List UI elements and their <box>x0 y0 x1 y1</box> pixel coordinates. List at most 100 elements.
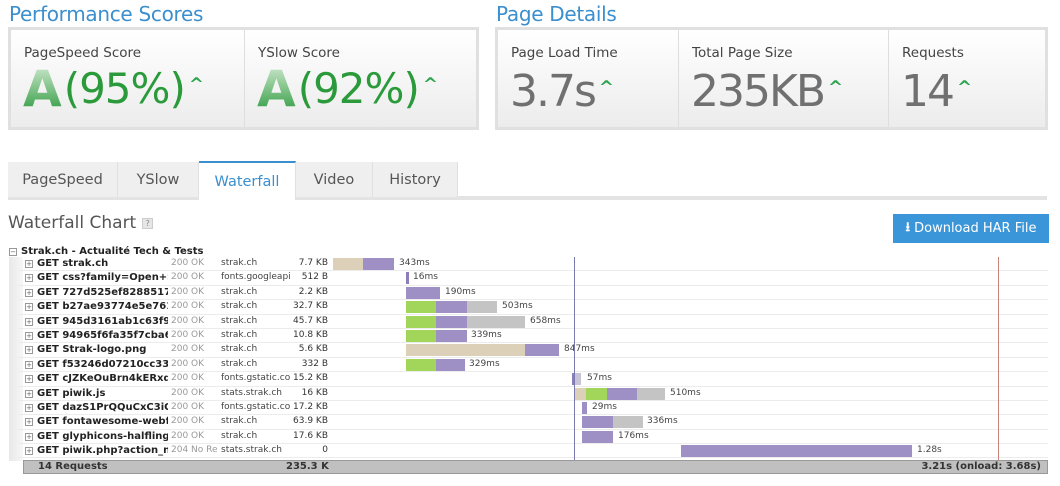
pagespeed-score-label: PageSpeed Score <box>24 45 142 61</box>
request-row[interactable]: + GET fontawesome-webfont 200 OK strak.c… <box>18 415 1048 430</box>
trend-up-icon: ^ <box>188 73 204 95</box>
tab-pagespeed[interactable]: PageSpeed <box>8 162 118 197</box>
pagespeed-percent: (95%) <box>63 64 186 113</box>
expand-icon[interactable]: + <box>25 432 33 441</box>
request-row[interactable]: + GET dazS1PrQQuCxC3iO 200 OK fonts.gsta… <box>18 401 1048 416</box>
request-row[interactable]: + GET piwik.js 200 OK stats.strak.ch 16 … <box>18 387 1048 401</box>
request-domain: strak.ch <box>221 416 258 427</box>
tab-waterfall[interactable]: Waterfall <box>199 161 296 200</box>
download-har-button[interactable]: ⭳ Download HAR File <box>893 214 1049 243</box>
request-row[interactable]: + GET glyphicons-halflings-r 200 OK stra… <box>18 430 1048 445</box>
requests-cell: Requests 14 ^ <box>889 30 1045 127</box>
expand-icon[interactable]: + <box>25 418 33 427</box>
request-status: 200 OK <box>171 286 205 297</box>
request-row[interactable]: + GET cJZKeOuBrn4kERxqt 200 OK fonts.gst… <box>18 372 1048 387</box>
request-size: 0 <box>322 445 328 456</box>
expand-icon[interactable]: + <box>25 303 33 312</box>
dom-loaded-line <box>574 257 575 460</box>
request-row[interactable]: + GET css?family=Open+Sans 200 OK fonts.… <box>18 271 1048 286</box>
expand-icon[interactable]: + <box>25 360 33 369</box>
request-domain: strak.ch <box>221 329 258 340</box>
pagespeed-score-cell: PageSpeed Score A (95%) ^ <box>11 30 245 127</box>
expand-icon[interactable]: + <box>25 274 33 283</box>
request-status: 200 OK <box>171 329 205 340</box>
help-icon[interactable]: ? <box>142 217 154 229</box>
request-domain: strak.ch <box>221 315 258 326</box>
request-domain: strak.ch <box>221 430 258 441</box>
collapse-icon[interactable]: − <box>9 247 17 256</box>
request-domain: fonts.googleapis <box>221 272 291 283</box>
request-row[interactable]: + GET strak.ch 200 OK strak.ch 7.7 KB 34… <box>18 257 1048 272</box>
timing-label: 329ms <box>469 358 500 369</box>
expand-icon[interactable]: + <box>25 260 33 268</box>
total-size: 235.3 K <box>286 461 329 472</box>
request-url: GET f53246d07210cc33 <box>37 358 168 370</box>
timing-label: 336ms <box>647 416 678 427</box>
report-tabs: PageSpeed YSlow Waterfall Video History <box>8 161 1047 200</box>
request-domain: strak.ch <box>221 344 258 355</box>
expand-icon[interactable]: + <box>25 331 33 340</box>
load-time-label: Page Load Time <box>511 45 618 61</box>
timing-label: 343ms <box>399 258 430 268</box>
requests-label: Requests <box>902 45 964 61</box>
request-row[interactable]: + GET 945d3161ab1c63f9 200 OK strak.ch 4… <box>18 315 1048 329</box>
yslow-grade: A <box>257 60 296 118</box>
request-status: 200 OK <box>171 373 205 384</box>
request-row[interactable]: + GET b27ae93774e5e761 200 OK strak.ch 3… <box>18 300 1048 315</box>
request-status: 200 OK <box>171 387 205 398</box>
request-row[interactable]: + GET 94965f6fa35f7cba6 200 OK strak.ch … <box>18 329 1048 344</box>
request-url: GET cJZKeOuBrn4kERxqt <box>37 373 168 385</box>
performance-scores-panel: PageSpeed Score A (95%) ^ YSlow Score A … <box>8 27 479 130</box>
request-status: 200 OK <box>171 358 205 369</box>
expand-icon[interactable]: + <box>25 375 33 384</box>
page-group-header[interactable]: − Strak.ch - Actualité Tech & Tests <box>9 246 203 257</box>
request-domain: strak.ch <box>221 301 258 312</box>
timing-label: 847ms <box>564 344 595 355</box>
expand-icon[interactable]: + <box>25 447 33 456</box>
tab-yslow[interactable]: YSlow <box>118 162 199 197</box>
timing-label: 29ms <box>592 401 617 412</box>
trend-up-icon: ^ <box>957 76 973 98</box>
request-url: GET Strak-logo.png <box>37 344 147 356</box>
request-row[interactable]: + GET 727d525ef8288517 200 OK strak.ch 2… <box>18 286 1048 301</box>
expand-icon[interactable]: + <box>25 403 33 412</box>
request-domain: fonts.gstatic.com <box>221 373 291 384</box>
tab-video[interactable]: Video <box>296 162 373 197</box>
request-url: GET piwik.php?action_name <box>37 445 168 457</box>
yslow-score-label: YSlow Score <box>258 45 340 61</box>
page-details-panel: Page Load Time 3.7s ^ Total Page Size 23… <box>495 27 1048 130</box>
yslow-percent: (92%) <box>297 64 420 113</box>
expand-icon[interactable]: + <box>25 346 33 355</box>
request-size: 7.7 KB <box>298 258 328 268</box>
request-size: 332 B <box>301 358 328 369</box>
request-status: 200 OK <box>171 315 205 326</box>
load-time-cell: Page Load Time 3.7s ^ <box>498 30 679 127</box>
timing-label: 510ms <box>670 387 701 398</box>
download-icon: ⭳ <box>905 219 911 235</box>
timing-label: 339ms <box>471 329 502 340</box>
request-row[interactable]: + GET piwik.php?action_name 204 No Re st… <box>18 444 1048 459</box>
request-url: GET b27ae93774e5e761 <box>37 301 168 313</box>
request-domain: strak.ch <box>221 286 258 297</box>
request-row[interactable]: + GET f53246d07210cc33 200 OK strak.ch 3… <box>18 358 1048 373</box>
trend-up-icon: ^ <box>422 73 438 95</box>
download-har-label: Download HAR File <box>914 221 1037 236</box>
trend-up-icon: ^ <box>598 76 614 98</box>
request-size: 2.2 KB <box>298 286 328 297</box>
timing-label: 503ms <box>502 301 533 312</box>
expand-icon[interactable]: + <box>25 288 33 297</box>
timing-label: 190ms <box>445 286 476 297</box>
performance-scores-title: Performance Scores <box>9 2 204 26</box>
page-details-title: Page Details <box>496 2 617 26</box>
request-url: GET dazS1PrQQuCxC3iO <box>37 401 168 413</box>
tab-history[interactable]: History <box>373 162 458 197</box>
request-row[interactable]: + GET Strak-logo.png 200 OK strak.ch 5.6… <box>18 343 1048 358</box>
request-status: 200 OK <box>171 401 205 412</box>
expand-icon[interactable]: + <box>25 317 33 326</box>
timing-label: 176ms <box>618 430 649 441</box>
timing-label: 16ms <box>413 272 438 283</box>
request-url: GET piwik.js <box>37 387 106 399</box>
onload-line <box>998 257 999 460</box>
expand-icon[interactable]: + <box>25 389 33 398</box>
page-size-label: Total Page Size <box>692 45 793 61</box>
